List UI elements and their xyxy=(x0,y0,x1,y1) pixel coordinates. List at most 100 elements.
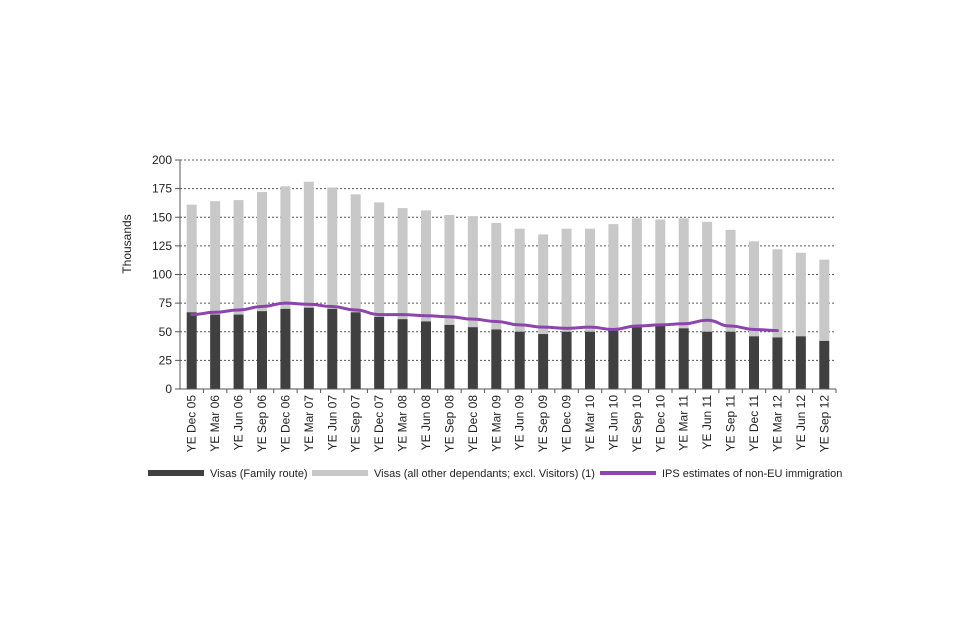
x-tick-label: YE Sep 08 xyxy=(442,395,456,453)
legend-swatch-family-route xyxy=(148,470,204,476)
x-tick-label: YE Mar 12 xyxy=(770,395,784,452)
bar-other-dependants xyxy=(467,216,478,328)
bar-other-dependants xyxy=(444,214,455,325)
y-tick-label: 100 xyxy=(152,268,172,282)
y-axis-title: Thousands xyxy=(120,214,134,273)
legend-swatch-ips-line xyxy=(600,471,656,475)
x-tick-label: YE Jun 09 xyxy=(513,395,527,451)
y-tick-label: 175 xyxy=(152,182,172,196)
bar-family-route xyxy=(631,327,642,389)
x-tick-label: YE Mar 10 xyxy=(583,395,597,452)
bar-family-route xyxy=(303,307,314,389)
y-tick-label: 25 xyxy=(159,353,173,367)
x-tick-label: YE Dec 11 xyxy=(747,395,761,452)
bar-family-route xyxy=(421,321,431,389)
bar-other-dependants xyxy=(678,218,689,329)
bar-family-route xyxy=(257,311,267,389)
legend-swatch-other-dependants xyxy=(312,470,368,476)
x-tick-label: YE Jun 10 xyxy=(606,395,620,451)
y-tick-label: 125 xyxy=(152,239,172,253)
x-tick-label: YE Jun 06 xyxy=(232,395,246,451)
bar-family-route xyxy=(233,314,244,389)
bars xyxy=(186,181,830,389)
x-tick-label: YE Sep 11 xyxy=(724,395,738,452)
bar-family-route xyxy=(280,308,291,389)
x-tick-label: YE Mar 07 xyxy=(302,395,316,452)
bar-other-dependants xyxy=(795,252,806,337)
x-tick-label: YE Sep 12 xyxy=(817,395,831,453)
y-tick-label: 0 xyxy=(165,382,172,396)
bar-family-route xyxy=(491,329,502,389)
bar-family-route xyxy=(655,326,666,389)
bar-family-route xyxy=(514,331,525,389)
bar-other-dependants xyxy=(702,221,713,332)
bar-family-route xyxy=(749,336,759,389)
bar-other-dependants xyxy=(397,208,408,320)
bar-family-route xyxy=(186,312,197,389)
bar-other-dependants xyxy=(210,201,221,315)
bar-other-dependants xyxy=(538,234,549,335)
bar-family-route xyxy=(678,328,689,389)
axes: 0 25 50 75 100 125 150 175 200 YE Dec 05 YE Mar 06… xyxy=(152,153,837,453)
x-tick-label: YE Sep 09 xyxy=(536,395,550,453)
bar-family-route xyxy=(210,314,221,389)
bar-other-dependants xyxy=(350,194,361,313)
bar-other-dependants xyxy=(725,229,736,332)
x-tick-label: YE Jun 07 xyxy=(325,395,339,451)
bar-family-route xyxy=(702,331,713,389)
bar-family-route xyxy=(608,330,619,389)
legend: Visas (Family route) Visas (all other de… xyxy=(148,468,842,480)
bar-family-route xyxy=(327,308,338,389)
ips-estimates-line xyxy=(190,301,779,333)
bar-other-dependants xyxy=(303,181,314,308)
x-tick-label: YE Dec 10 xyxy=(653,395,667,453)
legend-label-ips-line: IPS estimates of non-EU immigration xyxy=(662,468,842,480)
bar-family-route xyxy=(819,340,830,389)
bar-family-route xyxy=(725,331,736,389)
x-tick-label: YE Sep 06 xyxy=(255,395,269,453)
legend-label-family-route: Visas (Family route) xyxy=(210,468,308,480)
x-tick-label: YE Dec 08 xyxy=(466,395,480,453)
bar-other-dependants xyxy=(749,241,759,337)
bar-family-route xyxy=(561,331,572,389)
bar-family-route xyxy=(350,312,361,389)
bar-family-route xyxy=(444,324,455,389)
bar-other-dependants xyxy=(186,204,197,313)
x-tick-label: YE Sep 07 xyxy=(349,395,363,453)
bar-other-dependants xyxy=(561,228,572,332)
bar-family-route xyxy=(467,327,478,389)
y-tick-label: 75 xyxy=(159,296,173,310)
bar-other-dependants xyxy=(327,187,338,309)
x-tick-label: YE Dec 07 xyxy=(372,395,386,453)
bar-family-route xyxy=(585,331,595,389)
x-tick-label: YE Jun 12 xyxy=(794,395,808,451)
x-tick-label: YE Dec 09 xyxy=(560,395,574,453)
bar-other-dependants xyxy=(491,222,502,330)
x-tick-label: YE Dec 06 xyxy=(278,395,292,453)
x-tick-label: YE Mar 09 xyxy=(489,395,503,452)
bar-other-dependants xyxy=(772,249,783,338)
x-tick-label: YE Sep 10 xyxy=(630,395,644,453)
y-tick-label: 200 xyxy=(152,153,172,167)
x-tick-label: YE Jun 08 xyxy=(419,395,433,451)
x-tick-label: YE Mar 11 xyxy=(677,395,691,451)
bar-other-dependants xyxy=(421,210,431,322)
bar-family-route xyxy=(538,334,549,389)
legend-label-other-dependants: Visas (all other dependants; excl. Visit… xyxy=(374,468,595,480)
bar-other-dependants xyxy=(514,228,525,332)
bar-other-dependants xyxy=(257,192,267,312)
bar-other-dependants xyxy=(233,200,244,315)
bar-family-route xyxy=(795,336,806,389)
bar-other-dependants xyxy=(819,259,830,341)
gridlines xyxy=(180,159,836,361)
ips-line xyxy=(190,301,779,333)
x-tick-label: YE Mar 08 xyxy=(396,395,410,452)
bar-other-dependants xyxy=(585,228,595,332)
bar-family-route xyxy=(397,319,408,389)
bar-other-dependants xyxy=(280,186,291,309)
bar-family-route xyxy=(374,316,385,389)
bar-other-dependants xyxy=(655,219,666,327)
y-tick-label: 50 xyxy=(159,325,173,339)
bar-family-route xyxy=(772,337,783,389)
